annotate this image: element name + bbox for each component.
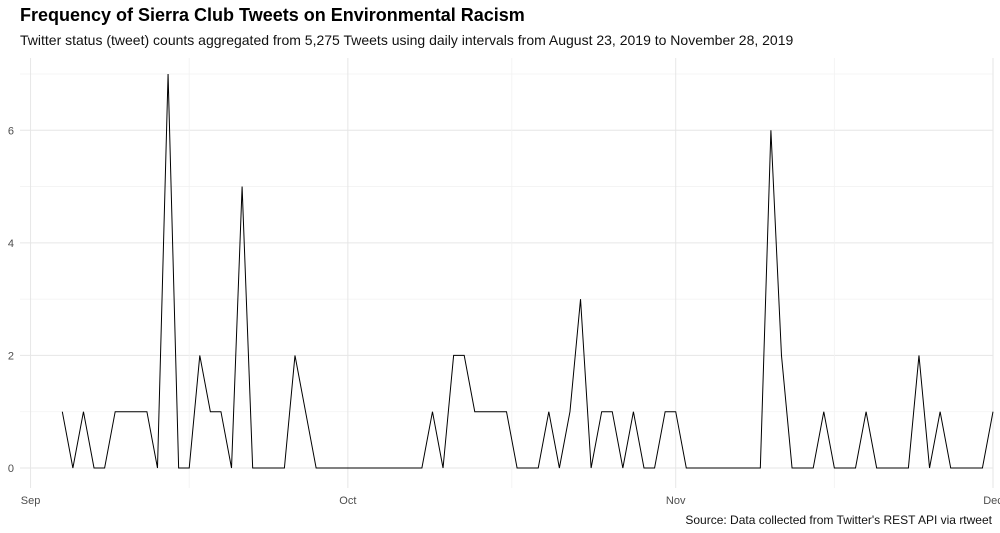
x-tick-label: Oct (339, 495, 356, 507)
chart-title: Frequency of Sierra Club Tweets on Envir… (20, 5, 525, 25)
series-lines (61, 73, 994, 469)
y-tick-label: 4 (8, 238, 14, 250)
grid-lines (20, 58, 994, 488)
y-tick-label: 0 (8, 463, 14, 475)
chart-caption: Source: Data collected from Twitter's RE… (685, 513, 992, 527)
x-tick-label: Nov (666, 495, 686, 507)
x-tick-label: Dec (983, 495, 1000, 507)
x-axis-ticks: Sep Oct Nov Dec (21, 495, 1000, 507)
y-tick-label: 6 (8, 125, 14, 137)
y-tick-label: 2 (8, 350, 14, 362)
data-points (62, 74, 993, 468)
x-tick-label: Sep (21, 495, 41, 507)
series-line (61, 73, 994, 469)
y-axis-ticks: 0 2 4 6 (8, 125, 14, 475)
chart-subtitle: Twitter status (tweet) counts aggregated… (20, 32, 794, 48)
